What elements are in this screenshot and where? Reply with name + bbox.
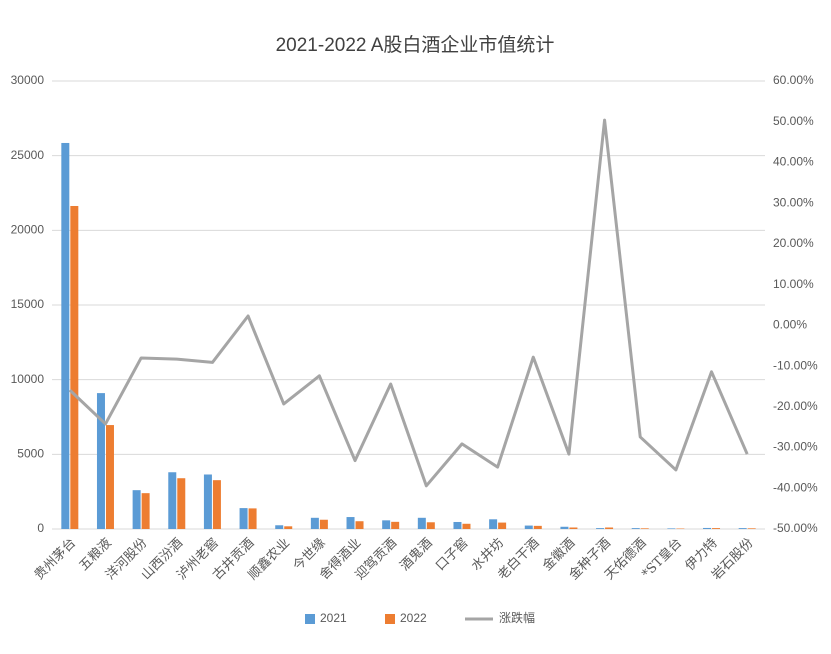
legend-label: 2021 <box>320 611 347 625</box>
y-tick-label: 0 <box>37 521 44 535</box>
legend-label: 2022 <box>400 611 427 625</box>
y-tick-label: 20000 <box>11 223 45 237</box>
y-tick-label: 15000 <box>11 297 45 311</box>
bar <box>356 521 364 529</box>
y2-tick-label: 20.00% <box>773 236 814 250</box>
y2-tick-label: 40.00% <box>773 155 814 169</box>
bar <box>489 519 497 529</box>
bar <box>347 517 355 529</box>
bar <box>525 526 533 529</box>
bar <box>177 478 185 529</box>
bar <box>569 528 577 529</box>
y2-tick-label: -50.00% <box>773 521 818 535</box>
y-tick-label: 25000 <box>11 148 45 162</box>
bar <box>106 425 114 529</box>
y-tick-label: 30000 <box>11 73 45 87</box>
bar <box>712 528 720 529</box>
bar <box>748 528 756 529</box>
bar <box>70 206 78 529</box>
bar <box>632 528 640 529</box>
chart-title: 2021-2022 A股白酒企业市值统计 <box>276 34 555 56</box>
bar <box>240 508 248 529</box>
y2-tick-label: -30.00% <box>773 440 818 454</box>
legend-swatch <box>305 614 315 624</box>
bar <box>427 522 435 529</box>
y2-tick-label: 60.00% <box>773 73 814 87</box>
bar <box>204 474 212 529</box>
bar <box>418 518 426 529</box>
bar <box>596 528 604 529</box>
y2-tick-label: -10.00% <box>773 358 818 372</box>
bar <box>311 518 319 529</box>
legend-label: 涨跌幅 <box>499 610 535 625</box>
bar <box>462 524 470 529</box>
y-tick-label: 10000 <box>11 372 45 386</box>
y2-tick-label: 0.00% <box>773 318 807 332</box>
bar <box>453 522 461 529</box>
bar <box>320 520 328 529</box>
bar <box>739 528 747 529</box>
bar <box>391 522 399 529</box>
bar <box>560 527 568 529</box>
bar <box>534 526 542 529</box>
y2-tick-label: -40.00% <box>773 480 818 494</box>
bar <box>249 508 257 529</box>
bar <box>61 143 69 529</box>
bar <box>605 528 613 529</box>
bar <box>284 526 292 529</box>
bar <box>97 393 105 529</box>
bar <box>667 528 675 529</box>
bar <box>133 490 141 529</box>
bar <box>498 523 506 529</box>
bar <box>275 525 283 529</box>
bar <box>142 493 150 529</box>
y2-tick-label: -20.00% <box>773 399 818 413</box>
y-tick-label: 5000 <box>17 447 44 461</box>
bar <box>168 472 176 529</box>
y2-tick-label: 10.00% <box>773 277 814 291</box>
y2-tick-label: 30.00% <box>773 195 814 209</box>
bar <box>382 520 390 529</box>
bar <box>213 480 221 529</box>
y2-tick-label: 50.00% <box>773 114 814 128</box>
legend-swatch <box>385 614 395 624</box>
bar <box>641 528 649 529</box>
bar <box>703 528 711 529</box>
